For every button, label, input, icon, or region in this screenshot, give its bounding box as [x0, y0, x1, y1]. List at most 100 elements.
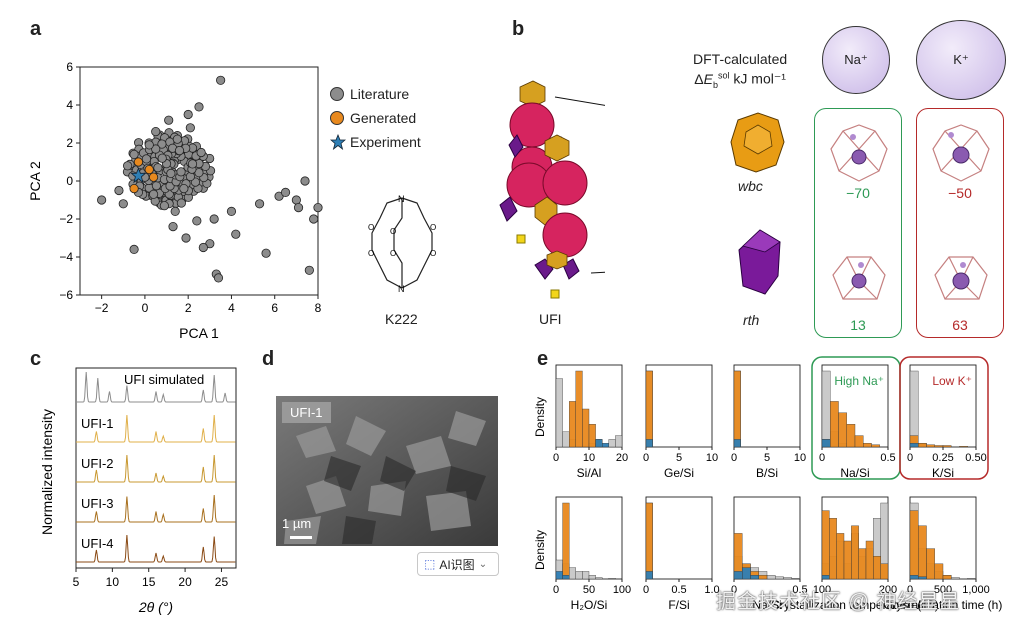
- literature-point: [231, 229, 241, 239]
- literature-point: [159, 201, 169, 211]
- na-rth-structure-icon: [832, 256, 886, 300]
- experiment-bar: [909, 574, 919, 580]
- generated-bar: [918, 442, 927, 448]
- legend-item-literature: Literature: [330, 82, 421, 106]
- xrd-series-label: UFI simulated: [124, 372, 204, 387]
- ai-recognize-button[interactable]: ⬚ AI识图 ⌄: [417, 552, 499, 576]
- literature-point: [123, 161, 133, 171]
- literature-point: [216, 75, 226, 85]
- hist-x-tick-label: 0.5: [792, 584, 807, 596]
- generated-bar: [851, 525, 859, 580]
- literature-bar: [562, 431, 570, 448]
- pca-x-tick-label: 0: [142, 301, 149, 315]
- literature-point: [183, 109, 193, 120]
- hist-annotation: High Na⁺: [834, 374, 884, 388]
- generated-bar: [942, 445, 952, 448]
- generated-bar: [821, 510, 830, 580]
- literature-point: [309, 214, 319, 224]
- k222-molecule-drawing: N N O O O O O O: [368, 194, 436, 294]
- literature-bar: [775, 576, 784, 580]
- generated-bar: [838, 412, 847, 448]
- xrd-x-tick-label: 10: [106, 575, 120, 589]
- pca-x-tick-label: 2: [185, 301, 192, 315]
- generated-bar: [854, 435, 864, 448]
- literature-point: [181, 233, 191, 243]
- k222-o3: O: [390, 227, 396, 236]
- na-wbc-structure-icon: [830, 124, 888, 182]
- sem-image: UFI-1 1 µm: [276, 396, 498, 546]
- generated-bar: [926, 548, 935, 580]
- wbc-label: wbc: [738, 178, 763, 194]
- generated-bar: [863, 442, 872, 448]
- k-cation-sphere: K⁺: [916, 20, 1006, 100]
- hist-x-tick-label: 10: [706, 452, 718, 464]
- generated-bar: [959, 446, 968, 448]
- hist-x-tick-label: 0: [731, 584, 737, 596]
- experiment-bar: [733, 571, 743, 580]
- experiment-bar: [821, 574, 830, 580]
- dft-heading: DFT-calculated ΔEbsol kJ mol⁻¹: [693, 51, 787, 92]
- generated-point: [133, 157, 144, 167]
- literature-point: [144, 140, 154, 150]
- hist-x-tick-label: 1.0: [704, 584, 719, 596]
- literature-cloud: [122, 128, 216, 210]
- k-rth-value: 63: [952, 317, 968, 333]
- experiment-bar: [562, 574, 570, 580]
- literature-point: [293, 203, 304, 213]
- literature-marker-icon: [330, 87, 344, 101]
- wbc-connector-line: [554, 96, 605, 106]
- histograms: 0 10 20 Si/Al 0 5 10 Ge/Si 0 5 10 B/Si 0 0.5 Na/Si High…: [553, 356, 1002, 612]
- experiment-bar: [645, 439, 653, 448]
- literature-point: [151, 181, 162, 191]
- pca-x-tick-label: 4: [228, 301, 235, 315]
- hist-x-tick-label: 0: [731, 452, 737, 464]
- literature-point: [187, 159, 198, 169]
- literature-point: [174, 146, 185, 156]
- panel-label-a: a: [30, 18, 42, 40]
- literature-point: [280, 187, 291, 197]
- legend-generated-label: Generated: [350, 110, 417, 126]
- pca-y-tick-label: −6: [59, 288, 73, 302]
- histogram-panel: 0 50 100 H₂O/Si: [553, 496, 631, 612]
- k222-n-bottom: N: [398, 284, 405, 294]
- hist-x-label: Na/Si: [752, 598, 781, 612]
- hist-x-tick-label: 200: [879, 584, 897, 596]
- generated-bar: [562, 502, 570, 580]
- experiment-star-icon: [330, 134, 346, 150]
- literature-point: [176, 167, 186, 177]
- literature-point: [194, 102, 204, 112]
- generated-bar: [733, 370, 741, 448]
- literature-point: [148, 189, 159, 199]
- hist-x-label: B/Si: [756, 466, 778, 480]
- generated-bar: [942, 574, 952, 580]
- hist-x-tick-label: 0: [643, 584, 649, 596]
- xrd-x-tick-label: 15: [142, 575, 156, 589]
- xrd-axes-frame: [75, 367, 237, 569]
- hist-x-label: F/Si: [668, 598, 689, 612]
- literature-point: [196, 147, 206, 158]
- ufi-framework-drawing: [499, 80, 605, 299]
- literature-point: [114, 185, 124, 196]
- k222-o2: O: [368, 249, 374, 258]
- literature-point: [209, 214, 219, 224]
- literature-point: [304, 265, 314, 275]
- generated-bar: [909, 510, 919, 580]
- k-wbc-value: −50: [948, 185, 972, 201]
- histogram-frame: [645, 364, 713, 448]
- literature-point: [192, 216, 202, 226]
- xrd-series-label: UFI-2: [81, 456, 114, 471]
- literature-point: [157, 153, 167, 163]
- watermark-text: 掘金技术社区 @ 神经星星: [716, 591, 961, 613]
- generated-bar: [569, 401, 577, 448]
- generated-point: [144, 165, 154, 175]
- generated-bar: [645, 370, 653, 448]
- hist-x-tick-label: 10: [583, 452, 595, 464]
- generated-bar: [843, 540, 852, 580]
- literature-point: [313, 203, 323, 213]
- generated-bar: [645, 502, 653, 580]
- generated-bar: [873, 555, 881, 580]
- literature-bar: [582, 571, 590, 580]
- dft-units: kJ mol⁻¹: [733, 70, 786, 87]
- density-label-row2: Density: [533, 530, 547, 570]
- k222-o4: O: [390, 249, 396, 258]
